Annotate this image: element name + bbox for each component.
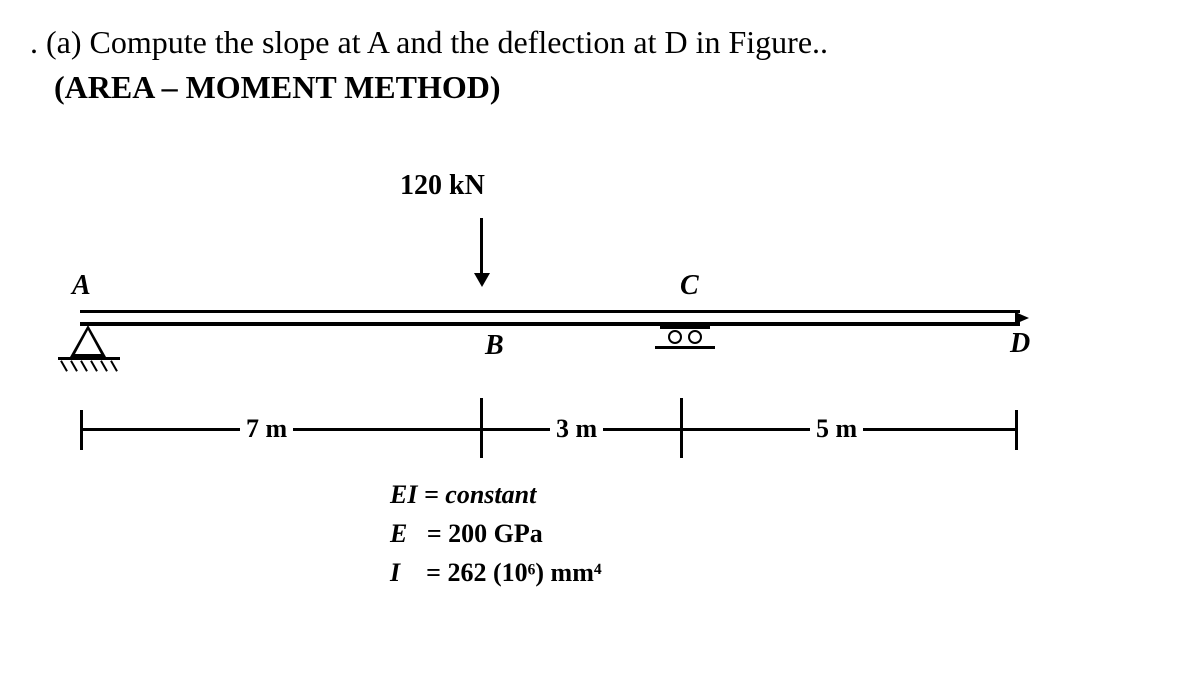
beam-bottom-line bbox=[80, 322, 1020, 326]
e-label: E bbox=[390, 519, 407, 548]
point-a-label: A bbox=[72, 270, 91, 302]
point-b-label: B bbox=[485, 330, 504, 362]
material-notes: EI = constant E = 200 GPa I = 262 (10⁶) … bbox=[390, 475, 602, 592]
point-d-label: D bbox=[1010, 328, 1030, 360]
i-value: = 262 (10⁶) mm⁴ bbox=[426, 558, 602, 587]
e-value: = 200 GPa bbox=[427, 519, 543, 548]
i-label: I bbox=[390, 558, 400, 587]
problem-line2: (AREA – MOMENT METHOD) bbox=[54, 69, 501, 105]
problem-statement: . (a) Compute the slope at A and the def… bbox=[30, 20, 1170, 110]
d-arrow-icon bbox=[1015, 312, 1029, 324]
beam-top-line bbox=[80, 310, 1020, 313]
dim-bc-label: 3 m bbox=[550, 414, 603, 444]
part-label: . (a) bbox=[30, 24, 82, 60]
load-label: 120 kN bbox=[400, 170, 485, 202]
point-c-label: C bbox=[680, 270, 699, 302]
problem-line1: Compute the slope at A and the deflectio… bbox=[90, 24, 829, 60]
dim-cd-label: 5 m bbox=[810, 414, 863, 444]
beam-diagram: 120 kN A B C D bbox=[60, 170, 1060, 620]
dim-ab-label: 7 m bbox=[240, 414, 293, 444]
ei-note: EI = constant bbox=[390, 480, 536, 509]
